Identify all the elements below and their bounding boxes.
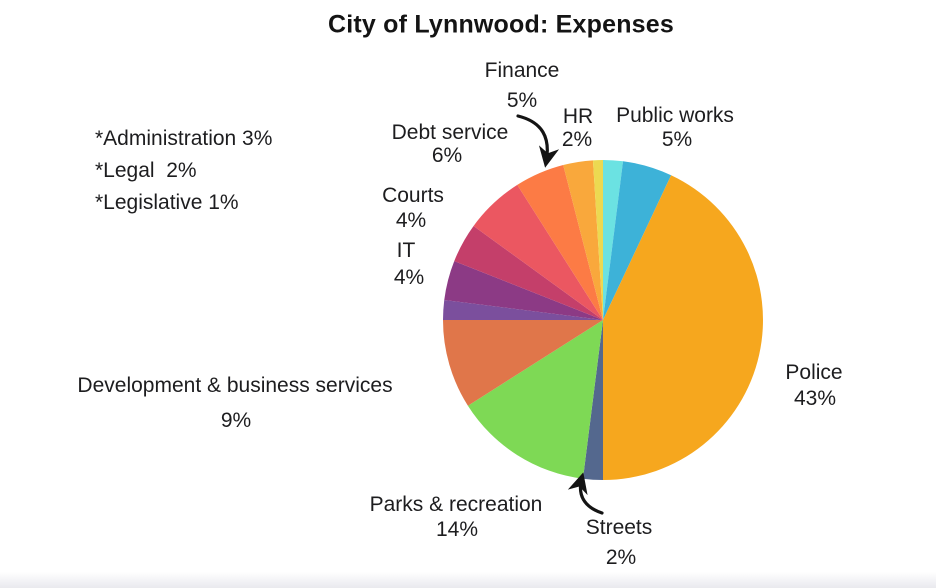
public-works-pct: 5% <box>661 127 693 151</box>
police-pct: 43% <box>793 386 837 410</box>
debt-service-label: Debt service <box>391 120 509 144</box>
parks-pct: 14% <box>435 517 479 541</box>
hr-pct: 2% <box>561 127 593 151</box>
pie-slice-legislative <box>592 160 603 320</box>
parks-label: Parks & recreation <box>369 492 543 516</box>
streets-arrow <box>567 472 604 515</box>
it-pct: 4% <box>393 265 425 289</box>
it-label: IT <box>396 238 416 262</box>
pie-slice-courts <box>454 225 603 320</box>
public-works-label: Public works <box>616 103 734 127</box>
courts-label: Courts <box>382 183 444 207</box>
courts-pct: 4% <box>395 208 427 232</box>
pie-slice-hr <box>603 160 624 320</box>
footnote-block: *Administration 3% *Legal 2% *Legislativ… <box>95 125 272 221</box>
chart-title: City of Lynnwood: Expenses <box>328 10 674 39</box>
pie-slice-police <box>603 175 763 481</box>
pie-slice-parks-recreation <box>467 320 603 479</box>
debt-service-pct: 6% <box>431 143 463 167</box>
pie-slices <box>443 160 763 481</box>
hr-label: HR <box>562 104 594 128</box>
streets-pct: 2% <box>605 545 637 569</box>
footnote-legal: *Legal 2% <box>95 159 197 182</box>
pie-slice-development-business-services <box>443 320 603 406</box>
development-label: Development & business services <box>77 373 393 397</box>
pie-slice-it <box>444 261 603 320</box>
finance-pct: 5% <box>506 88 538 112</box>
pie-slice-administration <box>563 160 603 320</box>
bottom-gradient-strip <box>0 572 936 588</box>
pie-slice-streets <box>582 320 603 480</box>
police-label: Police <box>785 360 843 384</box>
pie-slice-legal <box>443 299 603 320</box>
footnote-administration: *Administration 3% <box>95 127 273 150</box>
finance-label: Finance <box>484 58 560 82</box>
pie-slice-debt-service <box>473 184 603 320</box>
pie-slice-public-works <box>603 161 672 320</box>
development-pct: 9% <box>220 408 252 432</box>
pie-slice-finance <box>517 165 603 320</box>
streets-label: Streets <box>585 515 653 539</box>
finance-arrow <box>516 114 560 168</box>
footnote-legislative: *Legislative 1% <box>95 191 239 214</box>
